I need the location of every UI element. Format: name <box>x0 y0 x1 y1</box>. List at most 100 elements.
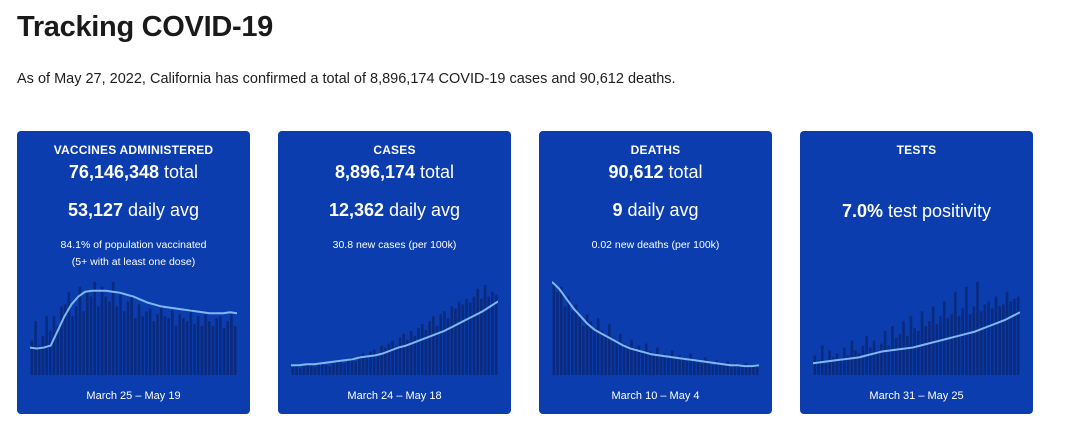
chart-bar <box>63 304 67 375</box>
chart-bar <box>339 360 343 375</box>
chart-bar <box>578 316 582 375</box>
chart-bar <box>56 326 60 375</box>
chart-bar <box>171 310 174 375</box>
chart-bar <box>67 291 71 375</box>
trend-line <box>291 300 498 367</box>
chart-bar <box>328 366 332 375</box>
chart-bar <box>928 321 931 375</box>
chart-bar <box>233 326 237 375</box>
chart-bar <box>552 281 556 375</box>
chart-bar <box>369 351 372 375</box>
page-title: Tracking COVID-19 <box>17 11 273 43</box>
chart-bar <box>704 357 707 375</box>
chart-bar <box>961 308 964 375</box>
chart-bar <box>45 316 48 375</box>
chart-bar <box>108 301 111 375</box>
total-unit: total <box>668 162 703 182</box>
date-range: March 24 – May 18 <box>347 390 442 402</box>
chart-bar <box>846 355 850 375</box>
chart-bar <box>729 367 733 375</box>
note-line-1: 84.1% of population vaccinated <box>60 239 207 251</box>
chart-bar <box>957 316 961 375</box>
chart-bar <box>685 361 689 375</box>
card-deaths[interactable]: DEATHS 90,612 total 9 daily avg 0.02 new… <box>539 131 772 414</box>
chart-bar <box>480 298 483 375</box>
chart-bar <box>965 286 968 375</box>
chart-bar <box>130 296 133 375</box>
card-cases[interactable]: CASES 8,896,174 total 12,362 daily avg 3… <box>278 131 511 414</box>
chart-bar <box>343 363 346 375</box>
note-line-1: 0.02 new deaths (per 100k) <box>591 239 720 251</box>
chart-bar <box>843 347 846 375</box>
chart-bar <box>398 337 402 375</box>
chart-bar <box>593 327 596 375</box>
chart-bar <box>182 318 185 375</box>
card-note: 84.1% of population vaccinated (5+ with … <box>17 237 250 271</box>
chart-bar <box>887 345 891 375</box>
chart-bar <box>207 321 211 375</box>
chart-bar <box>744 363 748 375</box>
chart-bar <box>491 291 494 375</box>
chart-bar <box>298 368 302 375</box>
chart-bar <box>619 333 622 375</box>
chart-bar <box>420 324 424 375</box>
total-value: 90,612 <box>608 162 664 182</box>
chart-bar <box>122 311 126 375</box>
sparkline-chart <box>291 284 498 375</box>
chart-bar <box>111 281 115 375</box>
chart-bar <box>52 316 56 375</box>
chart-bar <box>648 351 652 375</box>
chart-bar <box>585 314 589 375</box>
chart-bar <box>652 353 655 375</box>
chart-bar <box>1013 298 1016 375</box>
chart-bar <box>1009 301 1013 375</box>
daily-unit: daily avg <box>627 200 699 220</box>
total-unit: total <box>420 162 455 182</box>
date-range: March 31 – May 25 <box>869 390 964 402</box>
chart-bar <box>222 327 226 375</box>
card-total: 76,146,348 total <box>17 162 250 183</box>
chart-bar <box>998 306 1001 375</box>
chart-bar <box>905 335 909 375</box>
chart-bar <box>696 359 700 375</box>
chart-bar <box>100 286 104 375</box>
chart-bar <box>89 296 93 375</box>
chart-bar <box>402 333 406 375</box>
chart-bar <box>159 306 163 375</box>
chart-bar <box>659 355 663 375</box>
chart-bar <box>718 363 722 375</box>
chart-bar <box>483 284 487 375</box>
chart-bar <box>295 365 298 375</box>
chart-bar <box>424 329 428 375</box>
chart-bar <box>752 366 755 375</box>
chart-bar <box>604 335 607 375</box>
card-vaccines[interactable]: VACCINES ADMINISTERED 76,146,348 total 5… <box>17 131 250 414</box>
chart-bar <box>894 337 898 375</box>
date-range: March 25 – May 19 <box>86 390 181 402</box>
chart-bar <box>30 340 34 375</box>
chart-bar <box>876 350 879 375</box>
card-tests[interactable]: TESTS 7.0% test positivity March 31 – Ma… <box>800 131 1033 414</box>
daily-unit: daily avg <box>389 200 461 220</box>
chart-bar <box>924 326 928 375</box>
chart-bar <box>987 301 990 375</box>
chart-bar <box>178 314 181 375</box>
chart-bar <box>41 335 45 375</box>
chart-bar <box>600 330 604 375</box>
chart-bar <box>626 345 630 375</box>
chart-bar <box>317 364 321 375</box>
chart-bar <box>86 291 89 375</box>
card-daily: 9 daily avg <box>539 200 772 221</box>
chart-bar <box>310 365 313 375</box>
chart-bar <box>335 361 339 375</box>
chart-bar <box>644 343 648 375</box>
chart-bar <box>571 311 574 375</box>
chart-bar <box>313 367 317 375</box>
trend-line <box>30 289 237 350</box>
chart-bar <box>461 304 465 375</box>
chart-bar <box>748 365 752 375</box>
chart-bar <box>189 308 193 375</box>
chart-bar <box>663 353 667 375</box>
chart-bar <box>670 350 674 375</box>
chart-bar <box>920 311 924 375</box>
